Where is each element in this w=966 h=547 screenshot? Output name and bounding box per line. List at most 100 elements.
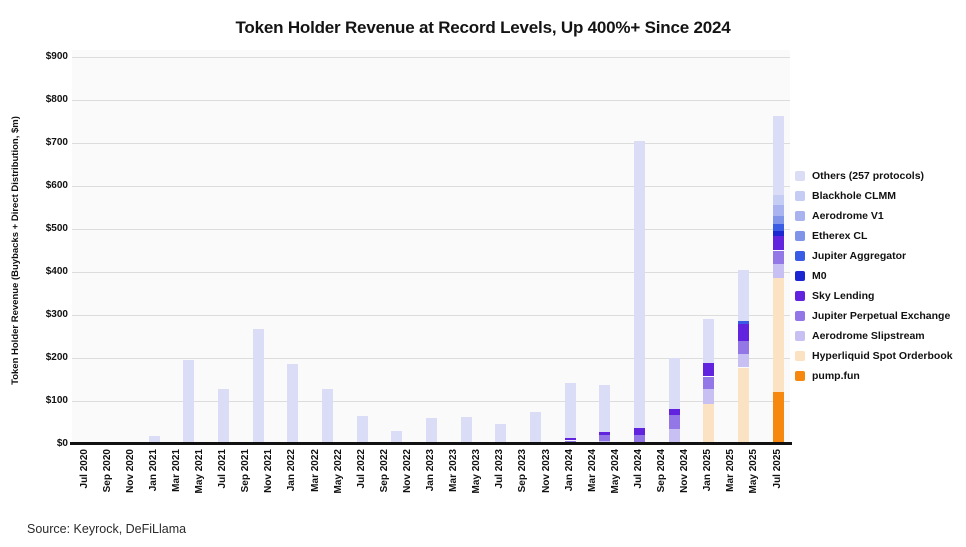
- legend-item: Others (257 protocols): [795, 166, 953, 186]
- x-tick-label: May 2024: [609, 449, 621, 494]
- y-tick-label: $400: [45, 266, 68, 277]
- legend-label: pump.fun: [812, 370, 860, 382]
- bar-segment: [772, 224, 784, 231]
- legend-item: M0: [795, 266, 953, 286]
- plot-area: [72, 50, 790, 444]
- legend-label: Etherex CL: [812, 230, 868, 242]
- bar-segment: [426, 418, 437, 444]
- bar-segment: [633, 427, 645, 435]
- bar-segment: [772, 235, 784, 251]
- bar-segment: [322, 389, 334, 444]
- legend-item: Etherex CL: [795, 226, 953, 246]
- bar-segment: [703, 389, 715, 404]
- bar-segment: [564, 382, 576, 439]
- bar-segment: [772, 216, 784, 225]
- bar-segment: [183, 360, 195, 444]
- grid-line: [72, 229, 790, 230]
- bar-segment: [599, 435, 611, 441]
- legend-item: Aerodrome Slipstream: [795, 326, 953, 346]
- legend-item: Jupiter Aggregator: [795, 246, 953, 266]
- legend-label: Jupiter Aggregator: [812, 250, 907, 262]
- bar-segment: [356, 415, 368, 444]
- legend-swatch-icon: [795, 371, 805, 381]
- x-tick-label: Sep 2023: [517, 449, 529, 493]
- x-tick-label: May 2023: [471, 449, 483, 494]
- source-note: Source: Keyrock, DeFiLlama: [27, 522, 187, 536]
- bar-segment: [737, 321, 749, 324]
- legend-swatch-icon: [795, 231, 805, 241]
- grid-line: [72, 186, 790, 187]
- bar-segment: [218, 389, 230, 444]
- x-tick-label: May 2021: [194, 449, 205, 494]
- bar-segment: [599, 384, 611, 433]
- y-tick-label: $600: [45, 180, 68, 191]
- x-tick-label: Jan 2021: [147, 449, 159, 492]
- y-tick-label: $200: [45, 352, 68, 363]
- y-tick-label: $300: [45, 309, 68, 320]
- x-tick-label: Mar 2023: [448, 449, 460, 492]
- bar-segment: [737, 269, 749, 322]
- x-tick-label: Nov 2023: [540, 449, 552, 493]
- bar-segment: [737, 324, 749, 341]
- legend-swatch-icon: [795, 191, 805, 201]
- bar-segment: [772, 230, 784, 236]
- legend-label: Blackhole CLMM: [812, 190, 897, 202]
- x-tick-label: Mar 2025: [725, 449, 737, 492]
- legend-swatch-icon: [795, 291, 805, 301]
- bar-segment: [772, 194, 784, 205]
- y-tick-label: $0: [56, 438, 68, 449]
- x-tick-label: Sep 2020: [101, 449, 113, 493]
- x-tick-label: Jul 2024: [632, 449, 644, 489]
- bar-segment: [703, 363, 715, 377]
- y-tick-label: $500: [45, 223, 68, 234]
- x-tick-label: Jul 2023: [494, 449, 506, 489]
- grid-line: [72, 358, 790, 359]
- legend-item: Blackhole CLMM: [795, 186, 953, 206]
- legend-label: Aerodrome V1: [812, 210, 884, 222]
- bar-segment: [772, 204, 784, 217]
- x-tick-label: Sep 2024: [656, 449, 667, 493]
- x-tick-label: Sep 2021: [240, 449, 252, 493]
- legend-item: Aerodrome V1: [795, 206, 953, 226]
- bar-segment: [772, 263, 784, 278]
- legend-item: Hyperliquid Spot Orderbook: [795, 346, 953, 366]
- legend-item: Sky Lending: [795, 286, 953, 306]
- bar-segment: [599, 432, 611, 436]
- legend-swatch-icon: [795, 351, 805, 361]
- y-tick-label: $100: [45, 395, 68, 406]
- grid-line: [72, 272, 790, 273]
- legend-swatch-icon: [795, 271, 805, 281]
- bar-segment: [668, 358, 680, 410]
- x-tick-label: Jul 2022: [355, 449, 367, 489]
- x-tick-label: Mar 2021: [170, 449, 182, 492]
- legend-swatch-icon: [795, 331, 805, 341]
- bar-segment: [564, 438, 576, 441]
- bar-segment: [703, 403, 715, 444]
- x-tick-label: Jul 2020: [78, 449, 90, 489]
- x-tick-label: Sep 2022: [378, 449, 390, 493]
- bar-segment: [737, 340, 749, 354]
- x-tick-label: Mar 2022: [309, 449, 321, 492]
- grid-line: [72, 401, 790, 402]
- legend-item: Jupiter Perpetual Exchange: [795, 306, 953, 326]
- legend-label: Aerodrome Slipstream: [812, 330, 925, 342]
- x-tick-label: Jul 2021: [217, 449, 229, 489]
- x-tick-label: Jul 2025: [771, 449, 783, 489]
- legend-label: Jupiter Perpetual Exchange: [812, 310, 951, 322]
- x-tick-label: Jan 2025: [702, 449, 714, 492]
- bar-segment: [530, 411, 541, 445]
- bar-segment: [391, 430, 403, 444]
- bar-segment: [737, 353, 749, 368]
- x-tick-label: Nov 2024: [679, 449, 691, 493]
- y-tick-label: $700: [45, 137, 68, 148]
- legend-swatch-icon: [795, 211, 805, 221]
- bar-segment: [772, 250, 784, 264]
- grid-line: [72, 57, 790, 58]
- bar-segment: [737, 367, 749, 444]
- bar-segment: [148, 436, 160, 444]
- x-tick-label: Nov 2021: [263, 449, 275, 493]
- x-tick-label: Nov 2022: [401, 449, 413, 493]
- bar-segment: [703, 376, 715, 390]
- x-axis-line: [70, 442, 792, 445]
- bar-segment: [287, 363, 299, 444]
